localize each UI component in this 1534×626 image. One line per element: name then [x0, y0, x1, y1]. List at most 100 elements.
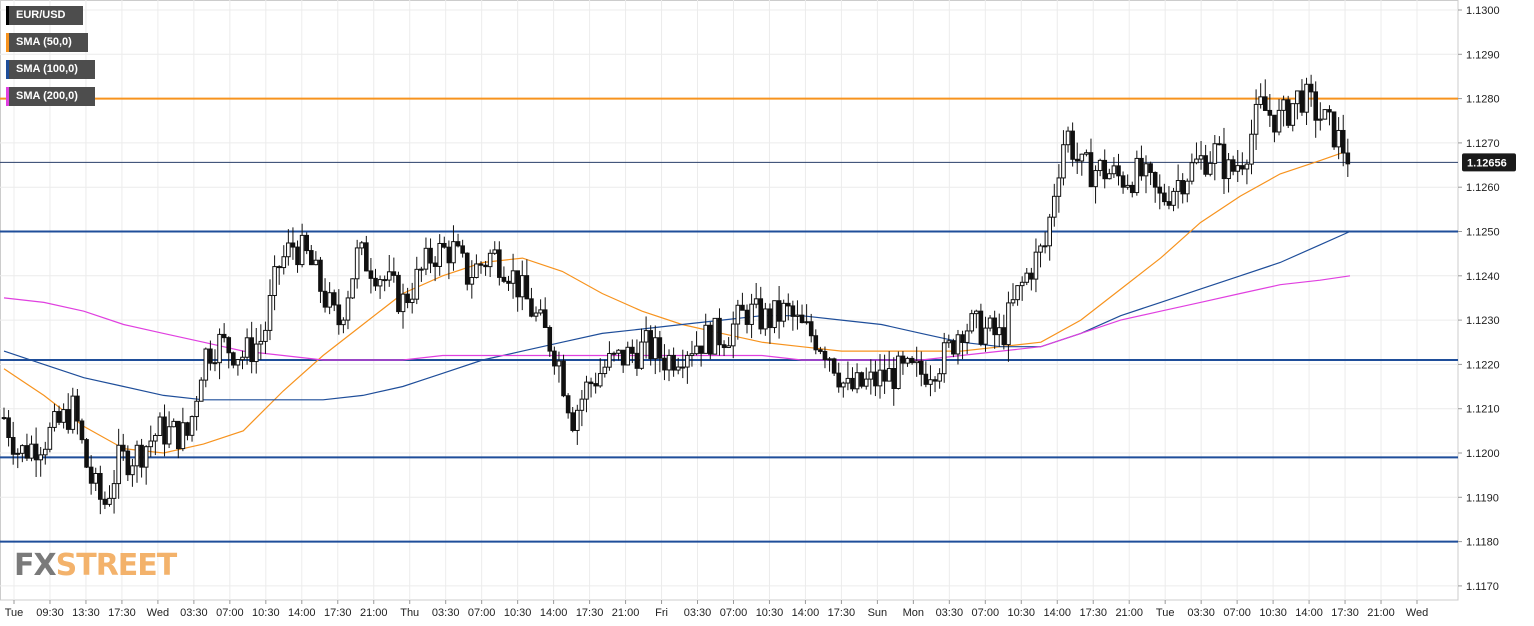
candle	[845, 361, 851, 391]
candle	[1166, 186, 1172, 210]
candle	[937, 368, 942, 389]
candle	[1175, 164, 1181, 209]
candle	[483, 260, 488, 276]
candle	[928, 365, 933, 397]
logo-street: STREET	[55, 548, 178, 583]
candle	[657, 330, 663, 373]
candle	[111, 469, 117, 514]
candle	[841, 381, 846, 398]
candle	[785, 293, 791, 321]
candle	[478, 261, 484, 274]
candle	[409, 282, 415, 314]
candle	[350, 278, 355, 300]
x-tick-label: 03:30	[684, 607, 712, 619]
candle	[180, 407, 186, 452]
candle	[1033, 238, 1039, 293]
candle	[231, 351, 236, 369]
candle	[130, 458, 135, 487]
candle	[579, 389, 585, 427]
x-tick-label: 14:00	[1043, 607, 1071, 619]
y-tick-label: 1.1170	[1466, 581, 1499, 593]
legend-label: SMA (50,0)	[16, 36, 72, 48]
candle	[974, 309, 979, 329]
candle	[171, 418, 176, 428]
x-tick-label: 13:30	[72, 607, 100, 619]
legend-item[interactable]: SMA (200,0)	[6, 87, 95, 106]
candle	[359, 240, 365, 256]
candle	[1262, 79, 1268, 111]
candle	[1157, 174, 1163, 210]
candle	[799, 304, 805, 324]
candle	[1047, 213, 1052, 261]
candle	[529, 287, 534, 318]
candle	[1285, 95, 1291, 129]
candles	[1, 74, 1351, 515]
legend-item[interactable]: EUR/USD	[6, 6, 83, 25]
candle	[996, 313, 1002, 347]
candle	[717, 308, 722, 356]
candle	[1024, 267, 1030, 286]
x-tick-label: Tue	[5, 607, 24, 619]
candle	[497, 241, 502, 286]
candle	[1327, 105, 1332, 126]
candle	[464, 252, 470, 291]
candle	[1290, 103, 1296, 132]
candle	[1345, 138, 1351, 177]
candle	[295, 240, 300, 273]
x-tick-label: 17:30	[1331, 607, 1359, 619]
candle	[1051, 183, 1057, 227]
candle	[299, 223, 305, 268]
candle	[263, 321, 268, 354]
legend-item[interactable]: SMA (100,0)	[6, 60, 95, 79]
sma-lines	[3, 151, 1351, 454]
x-tick-label: 17:30	[324, 607, 352, 619]
y-tick-label: 1.1250	[1466, 227, 1500, 239]
candle	[1304, 77, 1309, 125]
candle	[987, 315, 993, 332]
candle	[689, 340, 695, 367]
candle	[584, 375, 589, 413]
candle	[900, 351, 906, 375]
x-tick-label: 07:00	[1223, 607, 1251, 619]
candle	[286, 229, 291, 266]
candle	[373, 268, 378, 291]
x-tick-label: Fri	[655, 607, 668, 619]
candle	[203, 347, 209, 388]
legend-item[interactable]: SMA (50,0)	[6, 33, 88, 52]
candle	[772, 300, 777, 334]
candle	[212, 349, 218, 372]
x-tick-label: 03:30	[1187, 607, 1215, 619]
candle	[616, 349, 621, 361]
candle	[863, 367, 869, 390]
candle	[790, 300, 796, 331]
candle	[804, 304, 809, 325]
candle	[460, 239, 465, 258]
candle	[396, 271, 401, 314]
candle	[304, 232, 310, 255]
candle	[611, 351, 617, 362]
candle	[1093, 165, 1098, 204]
y-tick-label: 1.1240	[1466, 271, 1500, 283]
candle	[1203, 144, 1208, 177]
candle	[217, 328, 222, 380]
y-tick-label: 1.1210	[1466, 404, 1500, 416]
candle	[827, 356, 832, 372]
candle	[258, 324, 264, 360]
candle	[391, 257, 397, 283]
candle	[891, 357, 897, 406]
candle	[538, 299, 543, 316]
x-tick-label: 14:00	[792, 607, 820, 619]
candle	[56, 405, 62, 426]
x-tick-label: 14:00	[288, 607, 316, 619]
candle	[327, 282, 332, 315]
candle	[1331, 111, 1337, 150]
candle	[492, 241, 498, 255]
legend-swatch	[6, 60, 9, 79]
y-tick-label: 1.1290	[1466, 49, 1500, 61]
candle	[377, 275, 383, 299]
axes: 1.1300 1.1290 1.1280 1.1270 1.1260 1.1250 1.12…	[5, 5, 1500, 619]
candle	[1194, 142, 1199, 165]
candle	[602, 359, 608, 378]
candle	[29, 435, 34, 462]
